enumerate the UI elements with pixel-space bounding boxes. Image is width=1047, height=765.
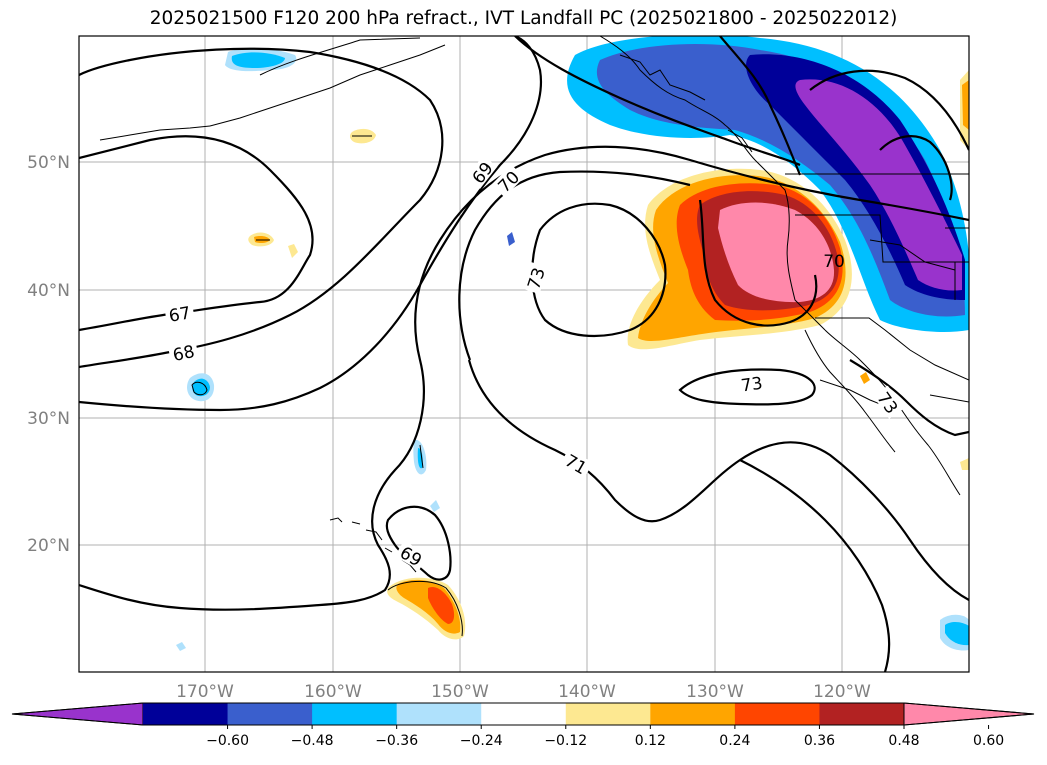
contour-73-northeast — [809, 69, 969, 151]
contour-69-south — [385, 505, 452, 581]
contour-label: 68 — [171, 342, 196, 366]
contour-73-right-lobe — [879, 135, 953, 201]
lat-tick: 50°N — [27, 153, 70, 173]
contour-73-east — [678, 368, 816, 406]
colorbar-segment — [565, 703, 651, 725]
colorbar-extend-low — [11, 702, 144, 726]
lon-tick: 120°W — [813, 682, 871, 702]
colorbar-tick-label: 0.60 — [973, 733, 1004, 749]
lat-tick: 20°N — [27, 536, 70, 556]
map-title: 2025021500 F120 200 hPa refract., IVT La… — [149, 8, 898, 29]
refractivity-contours — [79, 36, 969, 672]
contour-70 — [79, 145, 969, 611]
contour-71 — [514, 36, 801, 166]
colorbar-segment — [396, 703, 482, 725]
lat-tick: 30°N — [27, 409, 70, 429]
contour-66 — [739, 459, 891, 672]
colorbar-tick-label: 0.36 — [804, 733, 835, 749]
contour-east-coast — [849, 359, 969, 437]
colorbar-segment — [481, 703, 567, 725]
lon-tick: 130°W — [686, 682, 744, 702]
contour-northwest-loop — [698, 199, 818, 327]
colorbar-tick-label: −0.24 — [460, 733, 503, 749]
longitude-tick-labels: 170°W 160°W 150°W 140°W 130°W 120°W — [176, 682, 871, 702]
lon-tick: 150°W — [431, 682, 489, 702]
contour-70-northeast — [719, 36, 802, 176]
colorbar-tick-label: −0.36 — [375, 733, 418, 749]
contour-71-south — [467, 359, 969, 601]
colorbar: −0.60 −0.48 −0.36 −0.24 −0.12 0.12 0.24 0.36 0.4… — [11, 702, 1035, 749]
colorbar-tick-label: −0.12 — [544, 733, 587, 749]
colorbar-tick-label: −0.60 — [206, 733, 249, 749]
colorbar-segment — [734, 703, 820, 725]
lon-tick: 160°W — [304, 682, 362, 702]
contour-label: 67 — [167, 303, 192, 326]
colorbar-segment — [650, 703, 736, 725]
colorbar-segment — [227, 703, 313, 725]
negative-anomaly-band-north — [567, 36, 969, 332]
plot-frame — [78, 35, 970, 673]
positive-anomaly-blob — [627, 168, 969, 470]
lat-tick: 40°N — [27, 281, 70, 301]
colorbar-tick-label: 0.12 — [635, 733, 666, 749]
contour-69-north — [79, 36, 542, 412]
colorbar-tick-label: 0.48 — [888, 733, 919, 749]
lon-tick: 140°W — [558, 682, 616, 702]
colorbar-segment — [312, 703, 398, 725]
lon-tick: 170°W — [176, 682, 234, 702]
colorbar-tick-label: 0.24 — [719, 733, 750, 749]
colorbar-tick-label: −0.48 — [291, 733, 334, 749]
colorbar-segment — [819, 703, 905, 725]
contour-label: 73 — [740, 374, 764, 397]
latitude-tick-labels: 50°N 40°N 30°N 20°N — [27, 153, 70, 556]
map-plot-area: 67 68 69 70 73 71 69 73 73 70 — [79, 36, 969, 672]
contour-68 — [79, 47, 444, 369]
political-borders — [785, 173, 969, 411]
colorbar-extend-high — [903, 702, 1035, 726]
colorbar-outline — [11, 702, 1035, 726]
contour-72 — [531, 202, 667, 338]
positive-anomaly-small-patches — [248, 128, 466, 640]
colorbar-segment — [143, 703, 229, 725]
contour-label: 70 — [823, 252, 845, 272]
